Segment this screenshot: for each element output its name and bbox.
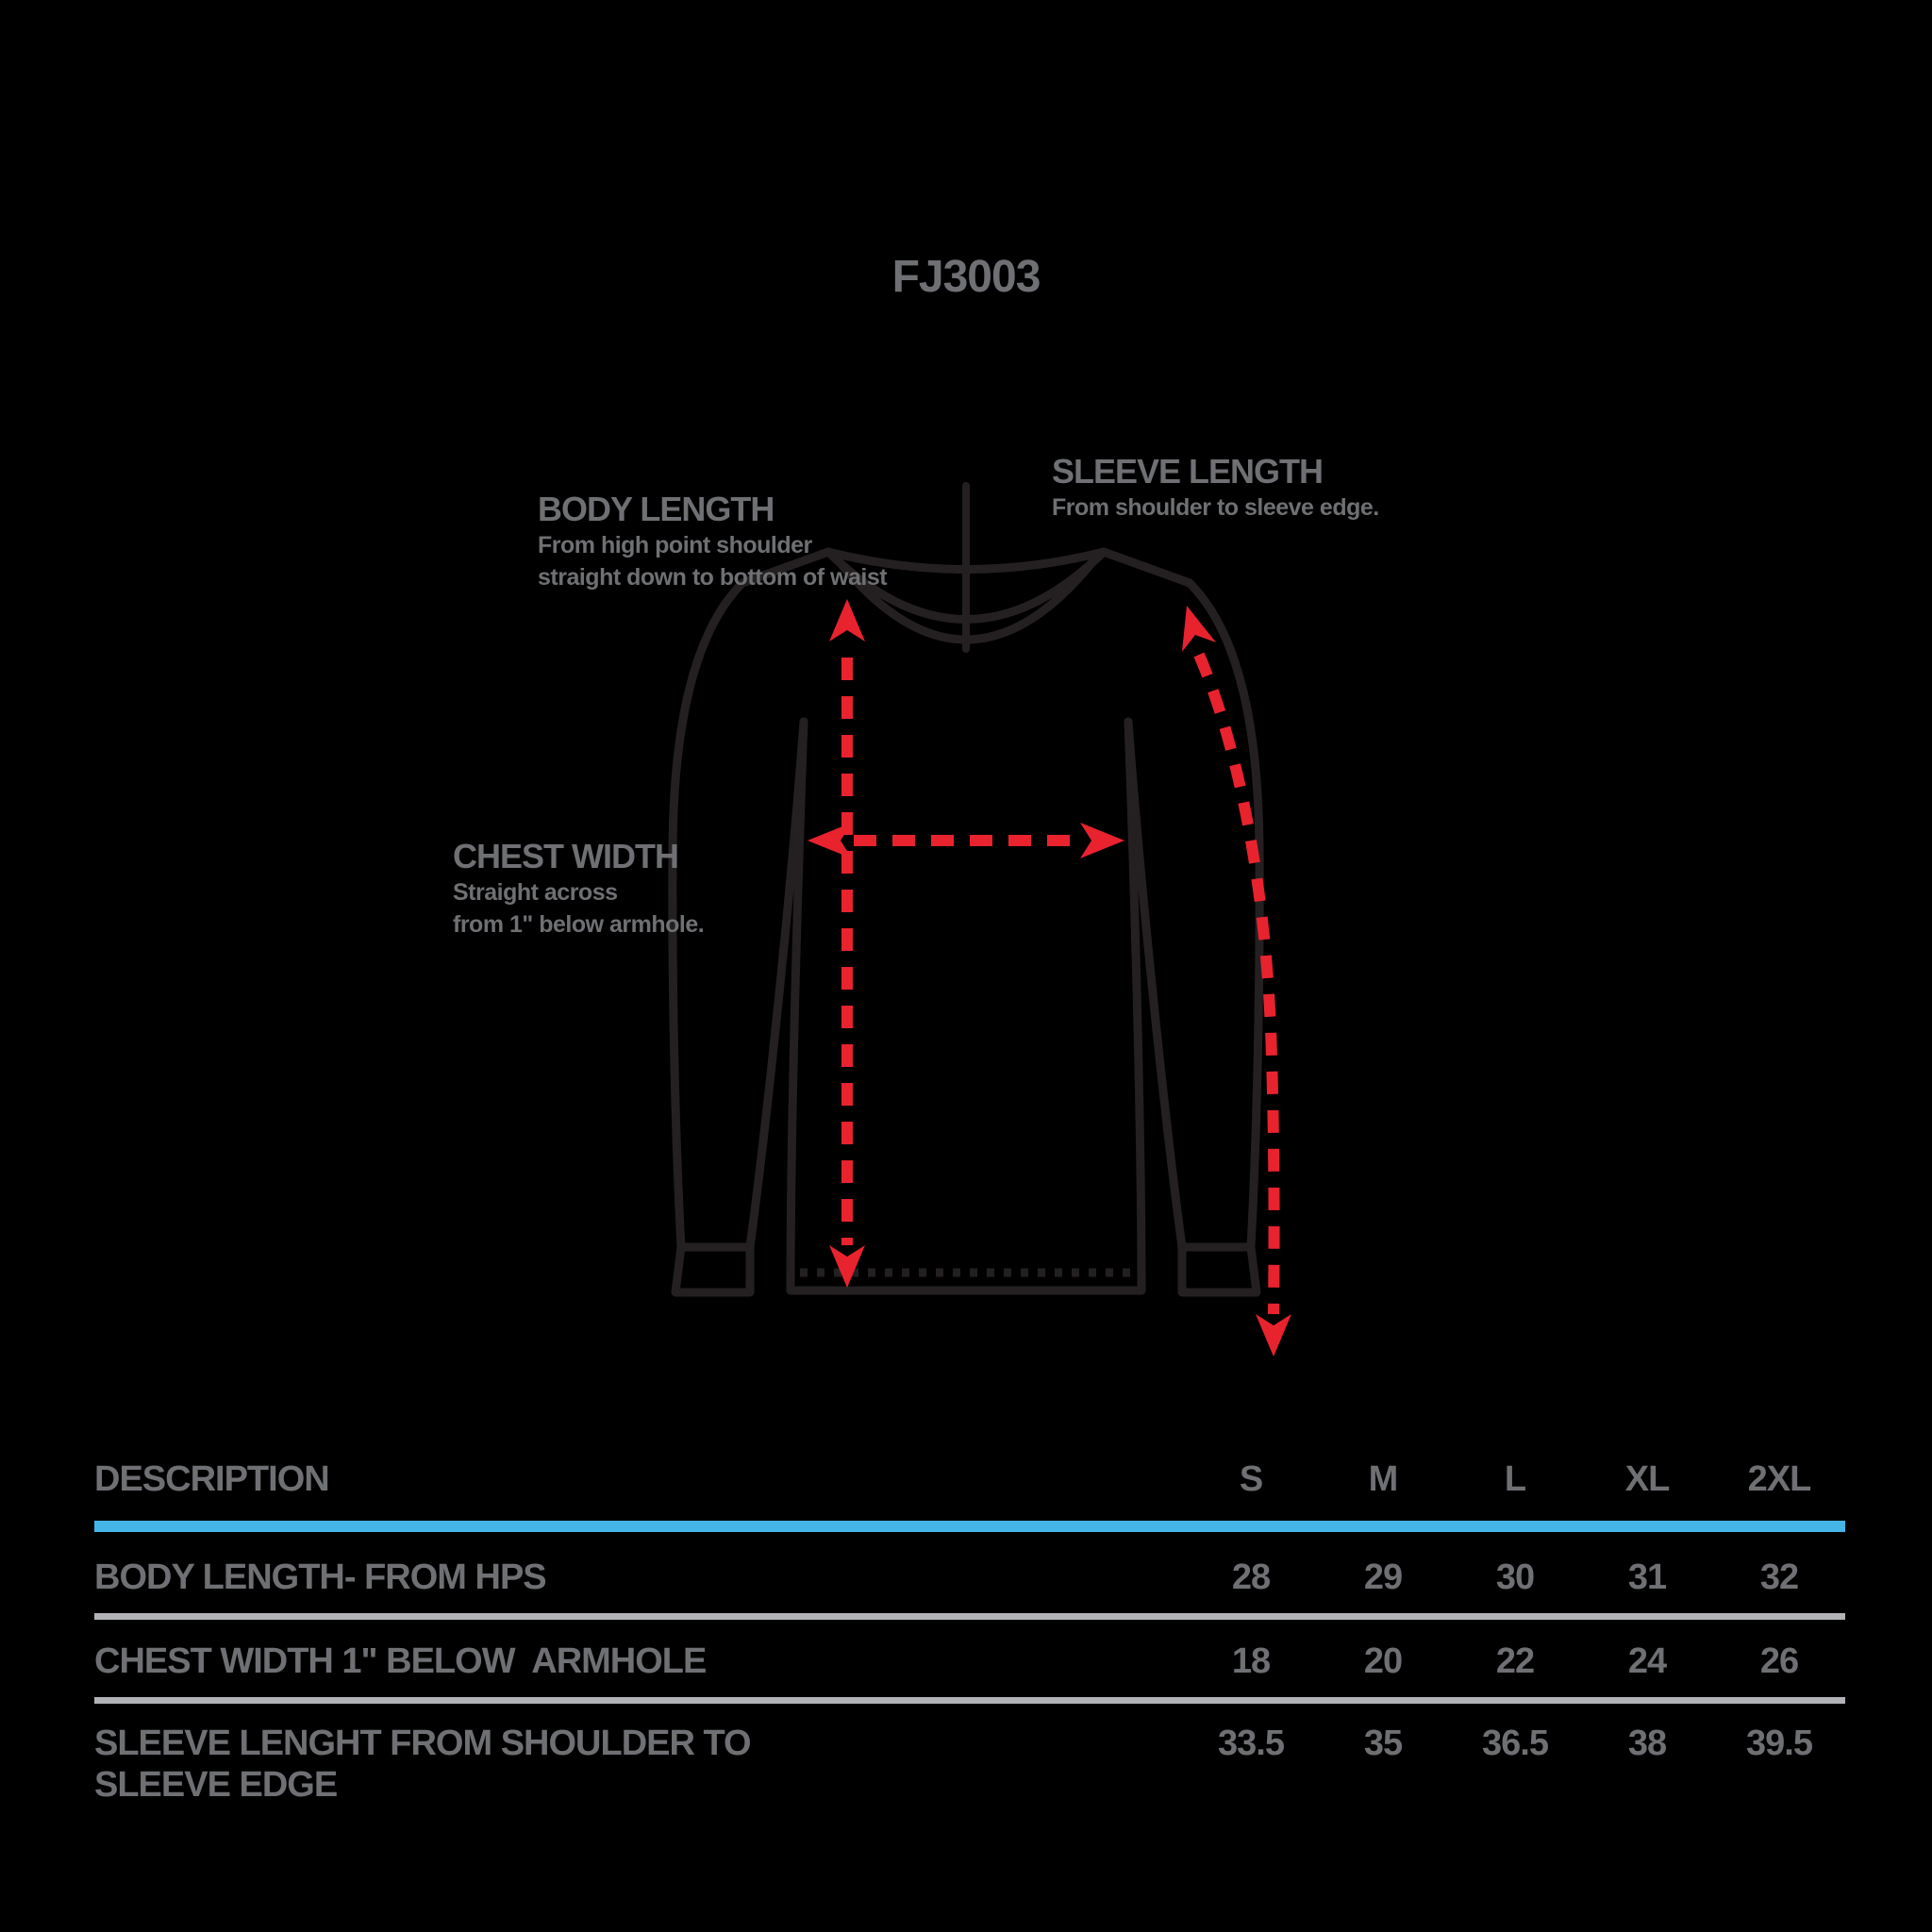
body-length-sub-line2: straight down to bottom of waist	[538, 564, 888, 591]
body-length-heading: BODY LENGTH	[538, 490, 774, 528]
sleeve-length-sub-line1: From shoulder to sleeve edge.	[1052, 494, 1379, 521]
size-header-xl: XL	[1624, 1459, 1671, 1499]
body-length-arrow	[829, 599, 865, 1288]
row-value-2xl: 32	[1759, 1557, 1799, 1597]
row-value-s: 33.5	[1218, 1724, 1285, 1763]
row-value-l: 36.5	[1482, 1724, 1549, 1763]
size-header-m: M	[1368, 1459, 1399, 1499]
sleeve-length-heading: SLEEVE LENGTH	[1052, 452, 1324, 491]
table-row-sleeve-length: SLEEVE LENGHT FROM SHOULDER TO SLEEVE ED…	[94, 1723, 1845, 1806]
row-description: SLEEVE LENGHT FROM SHOULDER TO SLEEVE ED…	[94, 1724, 760, 1805]
chest-width-heading: CHEST WIDTH	[453, 837, 679, 875]
sleeve-length-arrow	[1182, 606, 1291, 1357]
row-value-xl: 24	[1627, 1641, 1667, 1681]
chest-width-arrow	[808, 823, 1124, 858]
size-header-s: S	[1239, 1459, 1263, 1499]
description-column-header: DESCRIPTION	[94, 1459, 330, 1499]
row-value-l: 30	[1495, 1557, 1535, 1597]
header-divider-rule	[94, 1521, 1845, 1532]
size-header-2xl: 2XL	[1747, 1459, 1812, 1499]
row-value-s: 28	[1231, 1557, 1271, 1597]
table-row-body-length: BODY LENGTH- FROM HPS 28 29 30 31 32	[94, 1557, 1845, 1598]
row-value-xl: 38	[1627, 1724, 1667, 1763]
chest-width-label: CHEST WIDTH Straight across from 1" belo…	[453, 837, 705, 940]
row-value-2xl: 39.5	[1746, 1724, 1813, 1763]
body-length-sub-line1: From high point shoulder	[538, 532, 812, 558]
sleeve-length-label: SLEEVE LENGTH From shoulder to sleeve ed…	[1052, 453, 1379, 523]
row-value-m: 35	[1363, 1724, 1403, 1763]
table-row-chest-width: CHEST WIDTH 1" BELOW ARMHOLE 18 20 22 24…	[94, 1641, 1845, 1682]
row-divider-rule	[94, 1613, 1845, 1620]
row-description: CHEST WIDTH 1" BELOW ARMHOLE	[94, 1641, 707, 1681]
row-value-m: 20	[1363, 1641, 1403, 1681]
shirt-outline-icon	[668, 482, 1264, 1297]
size-table-header-row: DESCRIPTION S M L XL 2XL	[94, 1458, 1845, 1500]
row-value-2xl: 26	[1759, 1641, 1799, 1681]
row-description: BODY LENGTH- FROM HPS	[94, 1557, 547, 1597]
row-value-s: 18	[1231, 1641, 1271, 1681]
size-header-l: L	[1504, 1459, 1526, 1499]
chest-width-sub-line2: from 1" below armhole.	[453, 911, 705, 938]
row-divider-rule	[94, 1697, 1845, 1704]
row-value-xl: 31	[1627, 1557, 1667, 1597]
size-table: DESCRIPTION S M L XL 2XL BODY LENGTH- FR…	[94, 1458, 1845, 1806]
chest-width-sub-line1: Straight across	[453, 879, 618, 906]
product-code-title: FJ3003	[891, 252, 1041, 302]
row-value-m: 29	[1363, 1557, 1403, 1597]
body-length-label: BODY LENGTH From high point shoulder str…	[538, 490, 888, 592]
row-value-l: 22	[1495, 1641, 1535, 1681]
